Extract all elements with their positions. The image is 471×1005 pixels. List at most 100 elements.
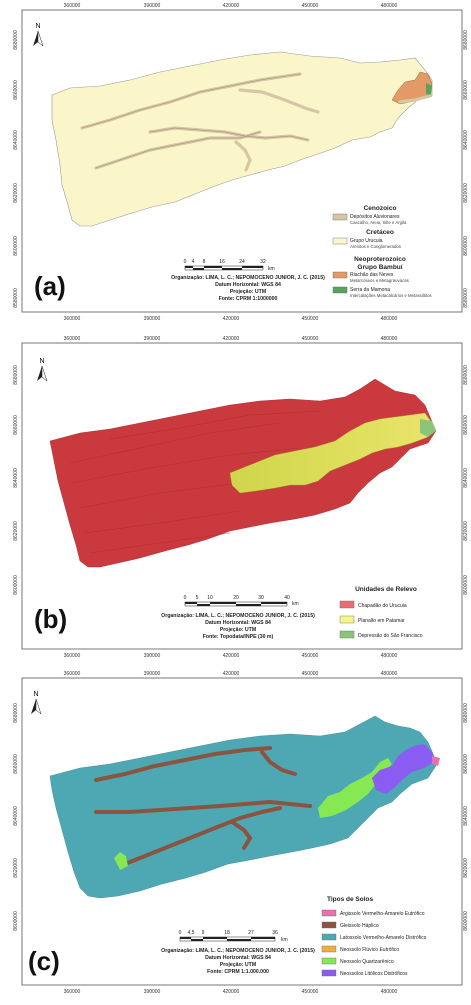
y-tick-right: 8680000	[463, 365, 469, 385]
y-tick-right: 8620000	[463, 858, 469, 878]
legend-item-label: Neossolo Quartzarênico	[340, 959, 394, 965]
x-tick-top: 450000	[302, 336, 319, 342]
y-tick-right: 8660000	[463, 415, 469, 435]
scale-tick: 32	[260, 259, 266, 265]
legend-swatch-latossolo	[321, 933, 337, 941]
credit-line: Projeção: UTM	[220, 962, 256, 968]
geology-legend: Cenozoico Depósitos Aluvionares Cascalho…	[332, 205, 432, 298]
x-tick-top: 360000	[64, 336, 81, 342]
x-tick-bottom: 450000	[302, 316, 319, 322]
legend-item-sub: Cascalho, Areia, Silte e Argila	[350, 220, 407, 225]
y-tick-left: 8640000	[13, 130, 19, 150]
y-tick-left: 8660000	[13, 80, 19, 100]
x-tick-top: 390000	[144, 336, 161, 342]
map-credits: Organização: LIMA, L. C.; NEPOMOCENO JUN…	[171, 275, 325, 302]
y-tick-left: 8620000	[13, 183, 19, 203]
y-tick-left: 8580000	[13, 288, 19, 308]
x-tick-bottom: 480000	[381, 653, 398, 659]
scale-tick: 24	[239, 259, 245, 265]
north-arrow-icon: N	[31, 691, 42, 715]
x-tick-top: 450000	[302, 3, 319, 9]
legend-item-label: Chapadão do Urucuia	[358, 603, 407, 609]
y-tick-right: 8640000	[463, 806, 469, 826]
x-tick-top: 450000	[302, 671, 319, 677]
legend-title: Tipos de Solos	[327, 896, 373, 903]
legend-swatch-depressao	[339, 630, 355, 639]
neossolo-quartzarenico-area-small	[114, 852, 128, 870]
y-tick-right: 8600000	[463, 236, 469, 256]
legend-swatch-fluvico	[321, 945, 337, 953]
legend-item-label: Gleissolo Háplico	[340, 923, 379, 929]
x-tick-top: 390000	[144, 671, 161, 677]
x-tick-top: 480000	[381, 3, 398, 9]
x-axis-ticks: 360000 390000 420000 450000 480000 36000…	[64, 671, 398, 995]
legend-item-label: Latossolo Vermelho-Amarelo Distrófico	[340, 935, 427, 941]
gleissolo-channels	[94, 746, 312, 868]
y-tick-left: 8620000	[13, 858, 19, 878]
y-tick-right: 8620000	[463, 521, 469, 541]
scale-tick: 8	[203, 259, 206, 265]
scale-bar: 0 4 8 16 24 32 km	[184, 259, 275, 272]
scale-tick: 30	[258, 595, 264, 601]
latossolo-area	[49, 715, 437, 899]
legend-swatch-quartzarenico	[321, 957, 337, 965]
x-tick-top: 420000	[223, 671, 240, 677]
legend-swatch-alluvial	[332, 213, 348, 221]
scale-tick: 5	[196, 595, 199, 601]
panel-letter: (a)	[34, 271, 66, 301]
x-tick-bottom: 360000	[64, 316, 81, 322]
neossolos-litolicos-area	[372, 744, 434, 794]
x-tick-bottom: 390000	[144, 989, 161, 995]
north-arrow-icon: N	[33, 23, 44, 47]
scale-tick: 16	[219, 259, 225, 265]
y-tick-left: 8660000	[13, 415, 19, 435]
legend-group-title: Cenozoico	[364, 205, 397, 212]
y-tick-left: 8680000	[13, 365, 19, 385]
scale-unit: km	[268, 266, 275, 272]
credit-line: Datum Horizontal: WGS 84	[205, 620, 271, 626]
y-tick-right: 8680000	[463, 703, 469, 723]
relief-legend: Unidades de Relevo Chapadão do Urucuia P…	[339, 586, 423, 639]
north-label: N	[39, 358, 44, 365]
legend-item-sub: Intercalações Metacalcários e Metassilti…	[350, 293, 432, 298]
x-tick-bottom: 390000	[144, 653, 161, 659]
y-tick-right: 8620000	[463, 183, 469, 203]
credit-line: Organização: LIMA, L. C.; NEPOMOCENO JUN…	[171, 275, 325, 281]
y-axis-ticks: 8680000 8660000 8640000 8620000 8600000 …	[13, 703, 469, 931]
x-tick-bottom: 450000	[302, 989, 319, 995]
y-tick-left: 8600000	[13, 236, 19, 256]
y-tick-right: 8660000	[463, 80, 469, 100]
soil-legend: Tipos de Solos Argissolo Vermelho-Amarel…	[321, 896, 427, 977]
y-tick-left: 8660000	[13, 754, 19, 774]
legend-group-title2: Grupo Bambuí	[357, 264, 402, 271]
scale-tick: 0	[184, 259, 187, 265]
legend-swatch-chapadao	[339, 600, 355, 609]
legend-item-label: Neossolo Flúvico Eutrófico	[340, 947, 399, 953]
y-tick-left: 8600000	[13, 911, 19, 931]
north-arrow-icon: N	[37, 358, 48, 382]
scale-tick: 18	[224, 930, 230, 936]
legend-item-sub: Metarcóseos e Metagrauvacas	[350, 278, 409, 283]
x-tick-top: 360000	[64, 3, 81, 9]
legend-swatch-argissolo	[321, 909, 337, 917]
credit-line: Fonte: Topodata/INPE (30 m)	[203, 634, 274, 640]
y-tick-right: 8640000	[463, 130, 469, 150]
scale-tick: 0	[184, 595, 187, 601]
soil-map-svg: 360000 390000 420000 450000 480000 36000…	[0, 666, 471, 1000]
argissolo-area	[432, 756, 440, 766]
map-credits: Organização: LIMA, L. C.; NEPOMOCENO JUN…	[161, 948, 315, 975]
x-tick-bottom: 420000	[223, 316, 240, 322]
geology-map-panel: 360000 390000 420000 450000 480000 36000…	[0, 0, 471, 333]
serra-da-mamona-area	[426, 83, 432, 95]
x-tick-bottom: 480000	[381, 989, 398, 995]
geology-map-svg: 360000 390000 420000 450000 480000 36000…	[0, 0, 471, 333]
legend-item-label: Planalto em Patamar	[358, 618, 405, 624]
y-tick-left: 8600000	[13, 575, 19, 595]
x-tick-bottom: 480000	[381, 316, 398, 322]
x-tick-bottom: 420000	[223, 989, 240, 995]
legend-swatch-litolicos	[321, 969, 337, 977]
scale-tick: 36	[272, 930, 278, 936]
credit-line: Projeção: UTM	[220, 627, 256, 633]
legend-item-label: Depósitos Aluvionares	[350, 214, 400, 220]
credit-line: Fonte: CPRM 1:1000000	[219, 296, 278, 302]
